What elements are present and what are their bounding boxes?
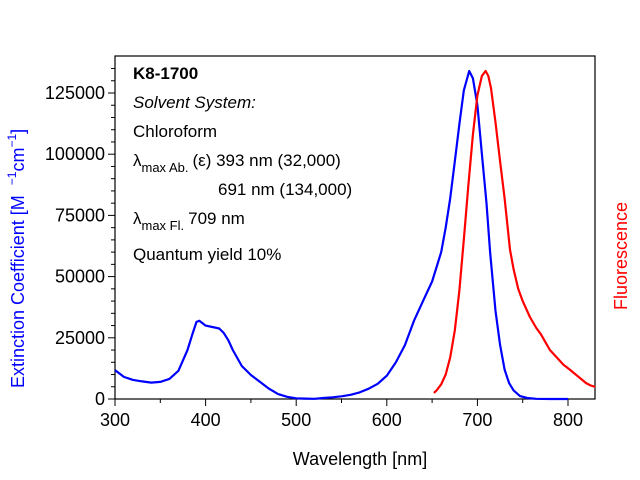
fluorescence-line: [433, 69, 596, 394]
y2-axis-label: Fluorescence: [611, 202, 631, 310]
y-tick-label: 100000: [45, 144, 105, 164]
abs-max-subscript: max Ab.: [142, 160, 189, 175]
fl-max-subscript: max Fl.: [142, 218, 185, 233]
abs-max-line: λmax Ab. (ε) 393 nm (32,000): [133, 151, 341, 175]
x-tick-label: 400: [191, 410, 221, 430]
lambda-symbol: λ: [133, 151, 142, 170]
y-tick-label: 75000: [55, 205, 105, 225]
y-tick-label: 50000: [55, 267, 105, 287]
compound-name: K8-1700: [133, 64, 198, 83]
y-axis-label: Extinction Coefficient [M −1cm−1]: [5, 129, 28, 388]
y-tick-label: 125000: [45, 83, 105, 103]
y-axis-label-close: ]: [8, 129, 28, 134]
lambda-symbol: λ: [133, 209, 142, 228]
fl-max-line: λmax Fl. 709 nm: [133, 209, 245, 233]
y-axis-label-exp1: −1: [5, 171, 19, 185]
quantum-yield: Quantum yield 10%: [133, 245, 281, 264]
series-layer: [114, 69, 596, 401]
y-axis-label-exp2: −1: [5, 134, 19, 148]
annotation-box: K8-1700 Solvent System: Chloroform λmax …: [133, 64, 352, 264]
y-axis: 0 25000 50000 75000 100000 125000: [45, 68, 115, 409]
y-tick-label: 0: [95, 389, 105, 409]
x-tick-label: 300: [100, 410, 130, 430]
abs-max-value-2: 691 nm (134,000): [218, 180, 352, 199]
solvent-value: Chloroform: [133, 122, 217, 141]
x-tick-label: 600: [372, 410, 402, 430]
x-axis-label: Wavelength [nm]: [293, 449, 427, 469]
abs-max-value: (ε) 393 nm (32,000): [192, 151, 340, 170]
x-tick-label: 500: [281, 410, 311, 430]
svg-text:Extinction Coefficient [M−1cm−: Extinction Coefficient [M −1cm−1]: [5, 129, 28, 388]
y-tick-label: 25000: [55, 328, 105, 348]
x-axis: 300 400 500 600 700 800: [100, 399, 583, 430]
solvent-label: Solvent System:: [133, 93, 256, 112]
y-axis-label-cm: cm: [8, 148, 28, 172]
fl-max-value: 709 nm: [188, 209, 245, 228]
x-tick-label: 800: [553, 410, 583, 430]
x-tick-label: 700: [462, 410, 492, 430]
absorption-line: [114, 69, 568, 401]
y-axis-label-main: Extinction Coefficient [M: [8, 195, 28, 388]
